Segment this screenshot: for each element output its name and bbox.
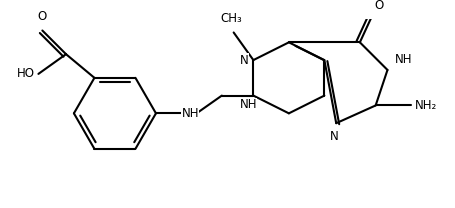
Text: HO: HO: [17, 67, 35, 80]
Text: N: N: [239, 54, 248, 67]
Text: NH: NH: [394, 53, 411, 66]
Text: NH: NH: [181, 107, 198, 120]
Text: O: O: [374, 0, 383, 12]
Text: NH: NH: [239, 98, 257, 111]
Text: NH₂: NH₂: [414, 99, 436, 112]
Text: O: O: [38, 10, 47, 24]
Text: CH₃: CH₃: [220, 12, 242, 25]
Text: N: N: [329, 130, 338, 143]
